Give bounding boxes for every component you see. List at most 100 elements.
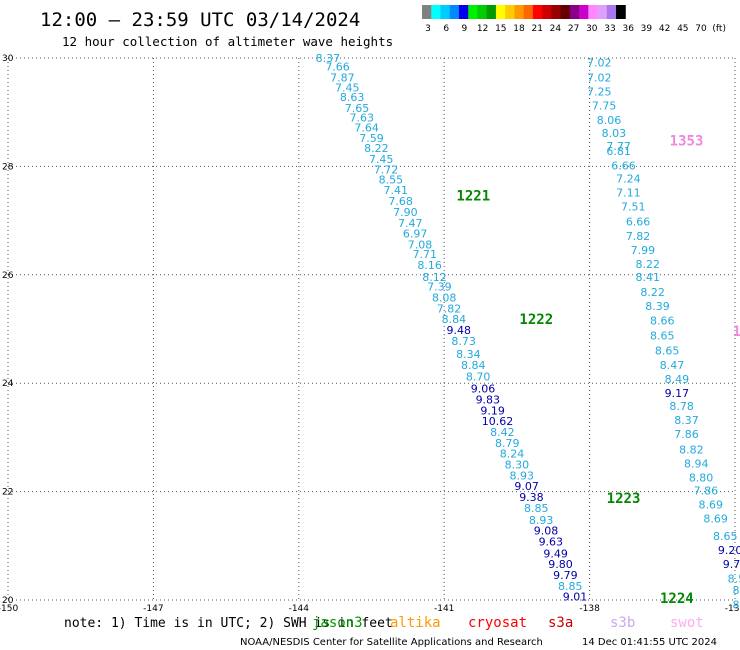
wave-height-label: 8.22 xyxy=(364,142,389,155)
wave-height-label: 8.08 xyxy=(432,292,457,305)
wave-height-label: 7.75 xyxy=(592,100,617,113)
wave-height-label: 7.51 xyxy=(621,201,646,214)
wave-height-label: 8.65 xyxy=(650,330,675,343)
legend-label: 15 xyxy=(495,24,506,34)
wave-height-label: 8.39 xyxy=(732,598,740,611)
satellite-label: s3a xyxy=(548,615,573,631)
legend-label: 21 xyxy=(531,24,542,34)
wave-height-label: 9.79 xyxy=(553,569,578,582)
y-tick-label: 28 xyxy=(2,162,14,172)
wave-height-label: 7.41 xyxy=(383,184,408,197)
y-tick-label: 22 xyxy=(2,488,13,498)
y-tick-label: 24 xyxy=(2,379,14,389)
legend-swatch xyxy=(542,5,552,19)
wave-height-label: 7.24 xyxy=(616,172,641,185)
wave-height-label: 8.85 xyxy=(524,502,549,515)
wave-height-label: 8.65 xyxy=(655,345,680,358)
legend-label: 45 xyxy=(677,24,688,34)
wave-height-label: 7.86 xyxy=(694,485,719,498)
wave-height-label: 7.02 xyxy=(587,72,612,85)
wave-height-label: 8.85 xyxy=(558,580,583,593)
wave-height-label: 7.99 xyxy=(631,244,656,257)
wave-height-label: 9.72 xyxy=(723,558,740,571)
wave-height-label: 7.68 xyxy=(388,195,413,208)
wave-height-label: 8.94 xyxy=(684,457,709,470)
x-tick-label: -144 xyxy=(289,604,310,614)
x-tick-label: -150 xyxy=(0,604,18,614)
chart-title: 12:00 – 23:59 UTC 03/14/2024 xyxy=(40,9,360,31)
wave-height-label: 8.69 xyxy=(699,499,724,512)
wave-height-label: 9.08 xyxy=(534,525,559,538)
legend-label: 18 xyxy=(513,24,525,34)
pass-label: 1353 xyxy=(670,133,704,149)
wave-height-label: 7.11 xyxy=(616,186,641,199)
legend-label: 36 xyxy=(622,24,634,34)
wave-height-label: 7.71 xyxy=(413,248,438,261)
legend-swatch xyxy=(514,5,525,19)
wave-height-label: 6.66 xyxy=(611,159,636,172)
wave-height-label: 8.79 xyxy=(495,437,520,450)
legend-swatch xyxy=(505,5,515,19)
wave-height-label: 7.39 xyxy=(427,281,452,294)
wave-height-label: 6.66 xyxy=(626,216,651,229)
wave-height-label: 8.40 xyxy=(732,584,740,597)
wave-height-label: 8.39 xyxy=(645,300,670,313)
legend-swatch xyxy=(532,5,543,19)
legend-swatch xyxy=(579,5,589,19)
wave-height-label: 9.63 xyxy=(539,535,564,548)
wave-height-label: 7.72 xyxy=(374,164,399,177)
legend-label: 42 xyxy=(659,24,670,34)
legend-swatch xyxy=(560,5,571,19)
wave-height-label: 7.63 xyxy=(350,112,375,125)
x-tick-label: -141 xyxy=(434,604,454,614)
wave-height-label: 8.41 xyxy=(636,271,661,284)
wave-height-label: 9.20 xyxy=(718,544,740,557)
wave-height-label: 9.38 xyxy=(519,491,544,504)
wave-height-label: 8.55 xyxy=(379,173,404,186)
wave-height-label: 8.63 xyxy=(340,91,365,104)
wave-height-label: 9.49 xyxy=(543,547,568,560)
wave-height-label: 8.30 xyxy=(505,459,530,472)
footer-note: note: 1) Time is in UTC; 2) SWH is in fe… xyxy=(64,616,393,631)
legend-label: 33 xyxy=(604,24,615,34)
wave-height-label: 8.22 xyxy=(636,258,661,271)
wave-height-label: 7.66 xyxy=(325,61,350,74)
satellite-label: altika xyxy=(390,615,441,631)
chart-subtitle: 12 hour collection of altimeter wave hei… xyxy=(62,34,393,49)
wave-height-label: 7.25 xyxy=(587,86,612,99)
legend-label: 6 xyxy=(443,24,449,34)
x-tick-label: -147 xyxy=(143,604,163,614)
wave-height-label: 8.93 xyxy=(509,469,534,482)
wave-height-label: 9.48 xyxy=(446,324,471,337)
wave-height-label: 8.93 xyxy=(529,514,554,527)
wave-height-label: 7.87 xyxy=(330,72,355,85)
footer-timestamp: 14 Dec 01:41:55 UTC 2024 xyxy=(582,637,717,648)
wave-height-label: 8.70 xyxy=(466,371,491,384)
legend-label: (ft) xyxy=(712,24,726,34)
wave-height-label: 8.06 xyxy=(597,114,622,127)
wave-height-label: 8.66 xyxy=(650,314,675,327)
wave-height-label: 7.64 xyxy=(354,121,379,134)
legend-label: 3 xyxy=(425,24,431,34)
wave-height-label: 9.80 xyxy=(548,558,573,571)
legend-swatch xyxy=(616,5,626,19)
wave-height-label: 7.65 xyxy=(345,102,370,115)
wave-height-label: 8.49 xyxy=(665,373,690,386)
wave-height-label: 8.16 xyxy=(417,259,442,272)
wave-height-label: 8.78 xyxy=(669,400,694,413)
legend-swatch xyxy=(440,5,451,19)
wave-height-label: 7.59 xyxy=(359,132,384,145)
legend-swatch xyxy=(422,5,432,19)
wave-height-label: 7.82 xyxy=(626,230,651,243)
satellite-label: s3b xyxy=(610,615,635,631)
satellite-label: jason3 xyxy=(312,615,363,631)
axis-ticks: -150 -147 -144 -141 -138 -135 20 22 24 26 28 30 xyxy=(0,54,740,614)
wave-height-label: 9.19 xyxy=(480,404,505,417)
wave-height-label: 8.34 xyxy=(456,348,481,361)
wave-height-label: 8.73 xyxy=(451,335,476,348)
legend-label: 12 xyxy=(477,24,488,34)
legend-swatch xyxy=(523,5,534,19)
legend-swatch xyxy=(431,5,441,19)
legend-swatch xyxy=(597,5,608,19)
